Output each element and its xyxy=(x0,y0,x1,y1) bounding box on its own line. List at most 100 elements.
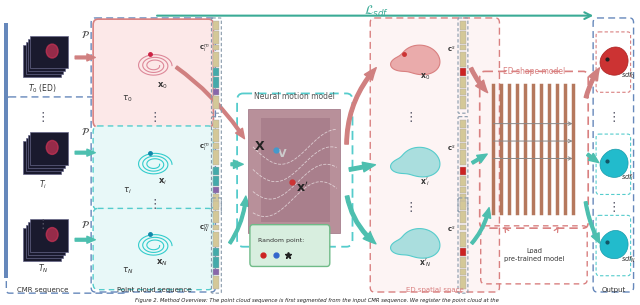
Circle shape xyxy=(42,146,53,160)
FancyArrowPatch shape xyxy=(175,66,244,139)
Bar xyxy=(213,129,220,142)
Bar xyxy=(213,188,220,193)
Bar xyxy=(31,132,68,165)
Bar xyxy=(260,118,330,222)
Bar xyxy=(213,195,220,207)
Bar xyxy=(213,269,220,274)
FancyBboxPatch shape xyxy=(250,225,330,267)
Bar xyxy=(31,36,68,69)
Bar xyxy=(213,21,220,30)
Bar xyxy=(28,135,65,168)
Bar xyxy=(460,188,466,193)
Text: $\mathbf{x}'_i$: $\mathbf{x}'_i$ xyxy=(420,175,431,188)
Circle shape xyxy=(46,141,58,154)
Text: $\mathbf{c}^m_i$: $\mathbf{c}^m_i$ xyxy=(199,142,209,154)
FancyBboxPatch shape xyxy=(371,18,499,292)
Polygon shape xyxy=(600,149,628,178)
Bar xyxy=(460,195,466,207)
Text: Point cloud sequence: Point cloud sequence xyxy=(117,287,191,293)
Bar xyxy=(213,167,220,175)
Bar xyxy=(213,231,220,247)
Bar xyxy=(460,120,466,128)
Bar xyxy=(213,45,220,51)
Text: $\mathbf{c}^s$: $\mathbf{c}^s$ xyxy=(447,143,456,153)
Text: ⋮: ⋮ xyxy=(607,111,620,124)
Text: $\tau_N$: $\tau_N$ xyxy=(122,266,133,276)
Bar xyxy=(26,225,63,258)
Text: $\mathbf{x}_0$: $\mathbf{x}_0$ xyxy=(420,72,431,82)
Bar xyxy=(23,228,61,261)
FancyArrowPatch shape xyxy=(587,153,599,163)
Bar xyxy=(213,176,220,186)
FancyArrowPatch shape xyxy=(346,196,376,244)
FancyBboxPatch shape xyxy=(93,126,213,210)
Text: ⋮: ⋮ xyxy=(148,111,161,124)
Circle shape xyxy=(44,231,56,244)
Text: $\mathbf{V}$: $\mathbf{V}$ xyxy=(277,147,288,159)
Bar xyxy=(460,211,466,224)
Text: Figure 2. Method Overview: The point cloud sequence is first segmented from the : Figure 2. Method Overview: The point clo… xyxy=(135,298,499,303)
Text: ⋮: ⋮ xyxy=(404,111,417,124)
FancyArrowPatch shape xyxy=(228,196,249,244)
Bar xyxy=(213,248,220,256)
Circle shape xyxy=(42,233,53,247)
Bar xyxy=(213,225,220,231)
Bar xyxy=(460,257,466,267)
Text: $T_0$ (ED): $T_0$ (ED) xyxy=(28,83,57,95)
Text: ⋮: ⋮ xyxy=(148,199,161,211)
Text: $\mathbf{c}^m_N$: $\mathbf{c}^m_N$ xyxy=(199,223,209,235)
Bar xyxy=(23,45,61,77)
Bar xyxy=(213,89,220,95)
Polygon shape xyxy=(390,45,440,75)
FancyArrowPatch shape xyxy=(75,54,95,61)
Bar xyxy=(26,138,63,171)
Bar xyxy=(213,31,220,44)
Bar xyxy=(460,21,466,30)
Text: CMR sequence: CMR sequence xyxy=(17,287,68,293)
Bar xyxy=(213,150,220,165)
FancyArrowPatch shape xyxy=(349,162,376,172)
Text: $T_N$: $T_N$ xyxy=(38,263,48,275)
Text: $\mathbf{x}_0$: $\mathbf{x}_0$ xyxy=(157,80,168,91)
Bar xyxy=(31,219,68,252)
FancyArrowPatch shape xyxy=(469,67,488,93)
Circle shape xyxy=(39,149,51,163)
Text: $\mathbf{x}_N$: $\mathbf{x}_N$ xyxy=(156,258,168,268)
Text: $\mathcal{P}$: $\mathcal{P}$ xyxy=(81,126,90,137)
Bar xyxy=(460,45,466,51)
FancyBboxPatch shape xyxy=(93,19,213,127)
FancyArrowPatch shape xyxy=(345,68,376,144)
Circle shape xyxy=(42,50,53,64)
Text: $\mathbf{X}$: $\mathbf{X}$ xyxy=(254,140,266,153)
Bar xyxy=(213,276,220,289)
Bar xyxy=(460,31,466,44)
FancyArrowPatch shape xyxy=(584,68,600,98)
Text: $\tau_i$: $\tau_i$ xyxy=(124,186,132,196)
Polygon shape xyxy=(390,228,440,258)
Bar xyxy=(460,143,466,149)
Circle shape xyxy=(44,143,56,157)
Text: ⋮: ⋮ xyxy=(607,201,620,214)
Text: $\mathcal{P}$: $\mathcal{P}$ xyxy=(81,29,90,40)
Text: $\mathbf{x}'$: $\mathbf{x}'$ xyxy=(296,180,308,195)
Text: ED shape model: ED shape model xyxy=(503,67,565,76)
Text: $sdf_0$: $sdf_0$ xyxy=(621,71,636,81)
Text: Output: Output xyxy=(602,287,626,293)
Bar xyxy=(28,222,65,255)
Text: $\mathbf{c}^s$: $\mathbf{c}^s$ xyxy=(447,224,456,234)
FancyArrowPatch shape xyxy=(75,236,95,243)
Text: ⋮: ⋮ xyxy=(36,111,49,124)
Bar xyxy=(460,201,466,210)
Bar xyxy=(460,129,466,142)
Bar xyxy=(460,276,466,289)
Circle shape xyxy=(44,47,56,61)
Text: Neural motion model: Neural motion model xyxy=(254,92,335,102)
Bar xyxy=(248,109,340,233)
Text: $\tau_0$: $\tau_0$ xyxy=(122,94,133,105)
Polygon shape xyxy=(390,147,440,177)
Bar xyxy=(460,89,466,95)
Bar xyxy=(213,52,220,67)
Bar xyxy=(460,248,466,256)
Polygon shape xyxy=(600,47,628,75)
Bar xyxy=(460,176,466,186)
